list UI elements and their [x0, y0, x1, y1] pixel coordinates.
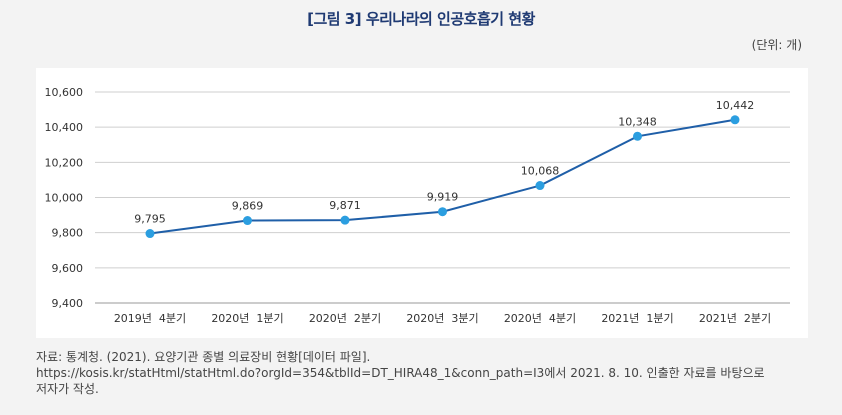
- x-tick-label: 2019년 4분기: [114, 312, 186, 325]
- data-label: 9,919: [427, 191, 459, 204]
- x-tick-label: 2021년 2분기: [699, 312, 771, 325]
- source-note: 자료: 통계청. (2021). 요양기관 종별 의료장비 현황[데이터 파일]…: [36, 349, 816, 397]
- data-point: [243, 216, 252, 226]
- data-point: [633, 131, 642, 141]
- data-label: 9,869: [232, 200, 264, 213]
- data-label: 10,348: [618, 115, 657, 128]
- y-tick-label: 9,400: [52, 297, 84, 310]
- data-point: [730, 115, 740, 125]
- y-tick-label: 9,800: [52, 227, 84, 240]
- y-tick-label: 9,600: [52, 262, 84, 275]
- data-label: 10,442: [716, 99, 755, 112]
- source-line-3: 저자가 작성.: [36, 382, 99, 396]
- unit-label: (단위: 개): [751, 38, 802, 52]
- x-tick-label: 2020년 4분기: [504, 312, 576, 325]
- x-tick-label: 2021년 1분기: [601, 312, 673, 325]
- line-chart: 10,600 10,400 10,200 10,000 9,800 9,600 9,400 2…: [45, 86, 790, 325]
- x-tick-label: 2020년 1분기: [211, 312, 283, 325]
- source-line-1: 자료: 통계청. (2021). 요양기관 종별 의료장비 현황[데이터 파일]…: [36, 350, 371, 364]
- y-tick-label: 10,200: [45, 156, 84, 169]
- data-point: [145, 229, 155, 239]
- data-point: [340, 215, 350, 225]
- y-tick-label: 10,400: [45, 121, 84, 134]
- plot-panel: [36, 68, 808, 338]
- data-point: [438, 207, 447, 217]
- x-tick-label: 2020년 3분기: [406, 312, 478, 325]
- series-line: [149, 118, 736, 235]
- data-label: 9,871: [329, 199, 361, 212]
- chart-title: [그림 3] 우리나라의 인공호흡기 현황: [307, 10, 535, 28]
- x-tick-label: 2020년 2분기: [309, 312, 381, 325]
- y-tick-label: 10,600: [45, 86, 84, 99]
- data-label: 10,068: [521, 165, 560, 178]
- y-tick-label: 10,000: [45, 192, 84, 205]
- data-point: [535, 181, 545, 191]
- source-line-2: https://kosis.kr/statHtml/statHtml.do?or…: [36, 366, 765, 380]
- data-label: 9,795: [134, 213, 166, 226]
